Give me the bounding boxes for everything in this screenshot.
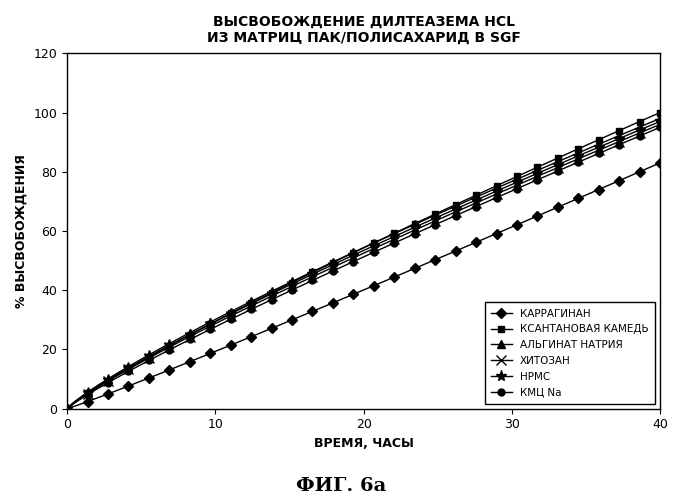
Text: ФИГ. 6а: ФИГ. 6а	[296, 477, 387, 495]
Legend: КАРРАГИНАН, КСАНТАНОВАЯ КАМЕДЬ, АЛЬГИНАТ НАТРИЯ, ХИТОЗАН, НРМС, КМЦ Na: КАРРАГИНАН, КСАНТАНОВАЯ КАМЕДЬ, АЛЬГИНАТ…	[484, 302, 655, 404]
Title: ВЫСВОБОЖДЕНИЕ ДИЛТЕАЗЕМА HCL
ИЗ МАТРИЦ ПАК/ПОЛИСАХАРИД В SGF: ВЫСВОБОЖДЕНИЕ ДИЛТЕАЗЕМА HCL ИЗ МАТРИЦ П…	[207, 15, 520, 45]
X-axis label: ВРЕМЯ, ЧАСЫ: ВРЕМЯ, ЧАСЫ	[313, 437, 413, 450]
Y-axis label: % ВЫСВОБОЖДЕНИЯ: % ВЫСВОБОЖДЕНИЯ	[15, 154, 28, 308]
